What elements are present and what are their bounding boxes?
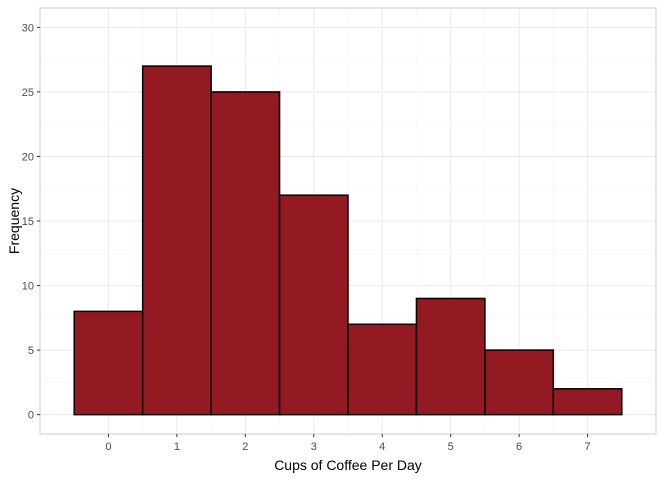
y-tick-label: 5 [28,345,34,357]
x-tick-label: 2 [242,441,248,453]
y-tick-label: 10 [22,281,34,293]
bar-3 [278,194,349,416]
x-tick-label: 3 [311,441,317,453]
bar-4 [347,323,418,416]
y-tick-label: 15 [22,216,34,228]
y-tick-label: 30 [22,22,34,34]
x-axis-title: Cups of Coffee Per Day [274,457,422,473]
y-tick-label: 20 [22,151,34,163]
x-tick-label: 0 [105,441,111,453]
x-tick-label: 4 [379,441,385,453]
x-axis-ticks: 0 1 2 3 4 5 6 7 [105,434,591,453]
bar-5 [415,297,486,416]
x-tick-label: 5 [448,441,454,453]
y-tick-label: 25 [22,87,34,99]
bar-0 [73,310,144,416]
y-axis-ticks: 0 5 10 15 20 25 30 [22,22,40,422]
x-tick-label: 6 [516,441,522,453]
y-tick-label: 0 [28,410,34,422]
x-tick-label: 1 [174,441,180,453]
bar-6 [484,349,555,416]
bar-2 [210,91,281,416]
bar-7 [552,388,623,416]
x-tick-label: 7 [584,441,590,453]
bars [73,65,623,416]
bar-1 [141,65,212,416]
y-axis-title: Frequency [6,188,22,254]
